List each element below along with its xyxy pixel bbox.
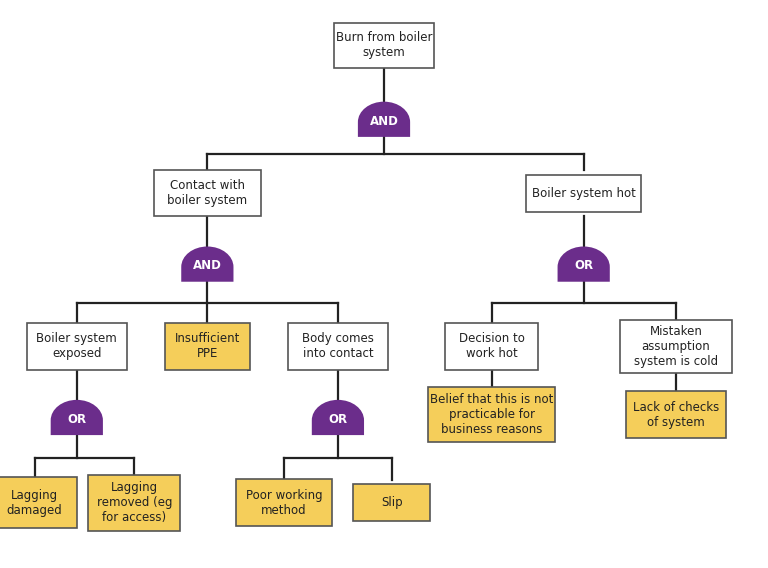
FancyBboxPatch shape	[445, 323, 538, 370]
Text: AND: AND	[193, 260, 222, 273]
Text: Lagging
removed (eg
for access): Lagging removed (eg for access)	[97, 481, 172, 524]
PathPatch shape	[181, 247, 233, 282]
PathPatch shape	[51, 400, 103, 435]
Text: Contact with
boiler system: Contact with boiler system	[167, 179, 247, 207]
Text: Belief that this is not
practicable for
business reasons: Belief that this is not practicable for …	[430, 393, 553, 436]
FancyBboxPatch shape	[526, 174, 641, 211]
Text: OR: OR	[329, 413, 347, 426]
Text: Body comes
into contact: Body comes into contact	[302, 332, 374, 361]
FancyBboxPatch shape	[27, 323, 127, 370]
Text: OR: OR	[68, 413, 86, 426]
FancyBboxPatch shape	[154, 170, 261, 216]
PathPatch shape	[312, 400, 364, 435]
PathPatch shape	[358, 102, 410, 137]
Text: Slip: Slip	[381, 496, 402, 509]
FancyBboxPatch shape	[237, 479, 332, 526]
Text: Boiler system hot: Boiler system hot	[531, 187, 636, 199]
FancyBboxPatch shape	[288, 323, 388, 370]
Text: Boiler system
exposed: Boiler system exposed	[36, 332, 118, 361]
Text: Mistaken
assumption
system is cold: Mistaken assumption system is cold	[634, 325, 718, 368]
PathPatch shape	[558, 247, 610, 282]
Text: Lagging
damaged: Lagging damaged	[7, 488, 62, 517]
FancyBboxPatch shape	[88, 475, 180, 531]
Text: OR: OR	[574, 260, 593, 273]
Text: Decision to
work hot: Decision to work hot	[458, 332, 525, 361]
FancyBboxPatch shape	[0, 477, 77, 528]
FancyBboxPatch shape	[626, 391, 726, 438]
Text: Lack of checks
of system: Lack of checks of system	[633, 400, 719, 429]
FancyBboxPatch shape	[334, 23, 434, 68]
FancyBboxPatch shape	[620, 319, 731, 374]
Text: Poor working
method: Poor working method	[246, 488, 323, 517]
FancyBboxPatch shape	[165, 323, 250, 370]
Text: AND: AND	[369, 115, 399, 128]
Text: Burn from boiler
system: Burn from boiler system	[336, 31, 432, 60]
FancyBboxPatch shape	[353, 484, 430, 521]
Text: Insufficient
PPE: Insufficient PPE	[174, 332, 240, 361]
FancyBboxPatch shape	[428, 387, 554, 442]
